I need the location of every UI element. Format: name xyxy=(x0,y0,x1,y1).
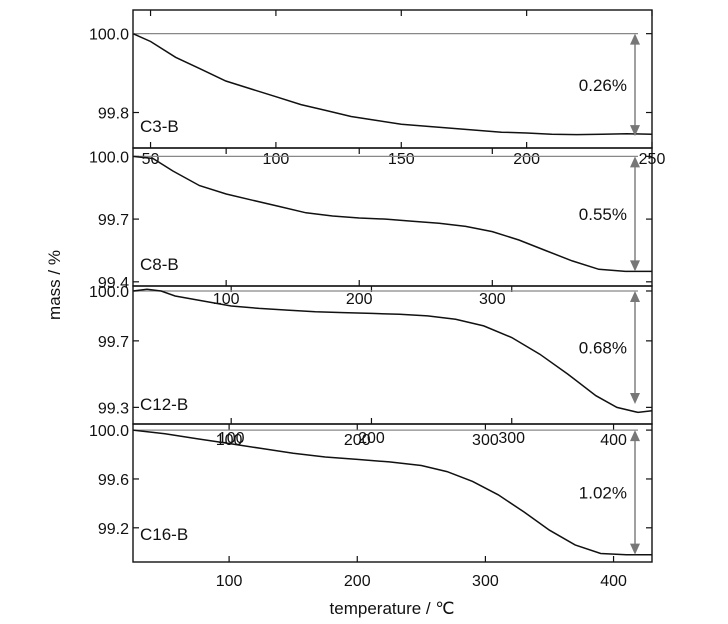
panel-frame xyxy=(132,423,653,563)
y-tick-label: 100.0 xyxy=(89,27,129,44)
arrow-head-down xyxy=(630,543,640,555)
y-tick-label: 100.0 xyxy=(89,423,129,440)
arrow-head-up xyxy=(630,430,640,442)
sample-label: C16-B xyxy=(140,525,188,544)
y-tick-label: 99.7 xyxy=(98,334,129,351)
x-top-tick-label: 300 xyxy=(472,432,499,449)
y-tick-label: 99.3 xyxy=(98,400,129,417)
x-tick-label: 100 xyxy=(263,151,290,168)
x-tick-label: 300 xyxy=(498,430,525,447)
y-tick-label: 99.2 xyxy=(98,521,129,538)
arrow-head-up xyxy=(630,290,640,302)
sample-label: C8-B xyxy=(140,255,179,274)
mass-trace xyxy=(132,429,652,556)
x-tick-label: 200 xyxy=(346,291,373,308)
mass-loss-label: 0.68% xyxy=(579,339,627,358)
y-tick-label: 100.0 xyxy=(89,149,129,166)
x-tick-label: 100 xyxy=(216,573,243,590)
panel-c16-b: 100.0 99.6 99.2 100 200 300 400 100 200 300 400 1.0… xyxy=(89,423,653,590)
mass-trace xyxy=(132,155,652,273)
panels: 100.099.850 100 150 200 2500.26%C3-B100.099.… xyxy=(89,9,665,590)
arrow-head-up xyxy=(630,33,640,45)
x-tick-label: 150 xyxy=(388,151,415,168)
mass-trace xyxy=(132,33,653,136)
x-tick-label: 200 xyxy=(358,430,385,447)
y-tick-label: 99.8 xyxy=(98,106,129,123)
arrow-head-down xyxy=(630,260,640,272)
panel-frame xyxy=(132,285,653,425)
y-tick-label: 99.4 xyxy=(98,275,129,292)
x-axis-title: temperature / ℃ xyxy=(330,599,455,618)
arrow-head-down xyxy=(630,125,640,137)
x-tick-label: 200 xyxy=(513,151,540,168)
y-tick-label: 99.6 xyxy=(98,472,129,489)
panel-c12-b: 100.0 99.7 99.3 100 200 300 0.68% C12-B xyxy=(89,284,653,447)
mass-loss-label: 1.02% xyxy=(579,483,627,502)
mass-loss-label: 0.26% xyxy=(579,76,627,95)
panel-frame xyxy=(132,9,653,149)
x-tick-label: 400 xyxy=(600,573,627,590)
arrow-head-up xyxy=(630,156,640,168)
panel-c8-b: 100.0 99.7 99.4 100 200 300 0.55% C8-B xyxy=(89,147,653,308)
x-top-tick-label: 100 xyxy=(216,432,243,449)
x-top-tick-label: 400 xyxy=(600,432,627,449)
panel-frame xyxy=(132,147,653,287)
y-axis-title: mass / % xyxy=(45,250,64,320)
x-tick-label: 200 xyxy=(344,573,371,590)
x-tick-label: 300 xyxy=(479,291,506,308)
y-tick-label: 99.7 xyxy=(98,212,129,229)
mass-trace xyxy=(132,288,653,414)
x-top-tick-label: 200 xyxy=(344,432,371,449)
y-tick-label: 100.0 xyxy=(89,284,129,301)
sample-label: C3-B xyxy=(140,117,179,136)
arrow-head-down xyxy=(630,393,640,405)
x-tick-label: 50 xyxy=(142,151,160,168)
sample-label: C12-B xyxy=(140,395,188,414)
x-tick-label: 300 xyxy=(472,573,499,590)
mass-loss-label: 0.55% xyxy=(579,205,627,224)
